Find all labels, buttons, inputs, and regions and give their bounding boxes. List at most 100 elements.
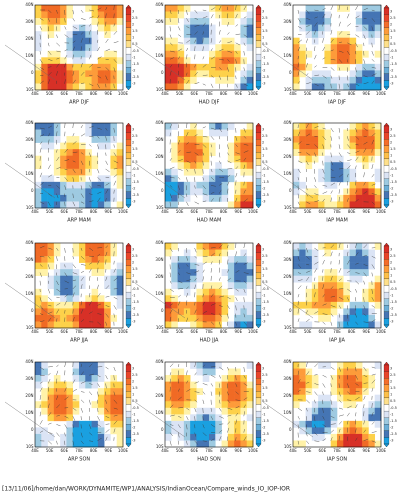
- field-cell: [246, 256, 254, 263]
- colorbar-cap: [125, 361, 132, 366]
- field-cell: [305, 295, 313, 303]
- colorbar-label: -1: [262, 293, 266, 297]
- field-cell: [165, 44, 172, 52]
- field-cell: [177, 194, 185, 202]
- field-cell: [337, 194, 344, 202]
- field-cell: [91, 76, 99, 84]
- field-cell: [53, 129, 61, 137]
- field-cell: [60, 63, 67, 71]
- field-cell: [202, 440, 210, 448]
- colorbar-swatch: [255, 437, 262, 445]
- field-cell: [305, 50, 313, 58]
- colorbar-label: -0.5: [390, 49, 397, 53]
- wind-arrow: [113, 297, 118, 300]
- field-cell: [362, 427, 369, 435]
- field-cell: [97, 362, 105, 369]
- wind-arrow: [210, 293, 214, 298]
- colorbar-label: 0.5: [390, 42, 396, 46]
- field-cell: [209, 24, 216, 32]
- colorbar-swatch: [255, 384, 262, 392]
- field-cell: [355, 375, 363, 382]
- field-cell: [85, 181, 92, 189]
- colorbar-swatch: [255, 311, 262, 319]
- field-cell: [246, 394, 254, 402]
- field-cell: [116, 155, 124, 163]
- wind-arrow: [371, 379, 376, 384]
- lon-label: 80E: [90, 209, 98, 214]
- field-cell: [343, 262, 350, 270]
- wind-arrow: [105, 67, 110, 71]
- wind-arrow: [355, 190, 358, 194]
- colorbar-label: -0.5: [262, 167, 269, 171]
- field-cell: [343, 162, 350, 170]
- field-cell: [299, 301, 306, 309]
- wind-arrow: [178, 308, 180, 314]
- field-cell: [305, 142, 313, 150]
- field-cell: [110, 401, 118, 409]
- colorbar-swatch: [125, 125, 132, 133]
- field-cell: [362, 249, 369, 257]
- wind-arrow: [355, 136, 360, 140]
- wind-arrow: [306, 62, 308, 68]
- field-cell: [79, 181, 86, 189]
- field-cell: [202, 420, 210, 428]
- field-cell: [349, 440, 357, 448]
- field-cell: [190, 123, 197, 130]
- colorbar-swatch: [125, 311, 132, 319]
- field-cell: [110, 168, 118, 176]
- field-cell: [97, 314, 105, 322]
- lon-label: 60E: [61, 91, 69, 96]
- field-cell: [293, 243, 300, 250]
- wind-arrow: [347, 412, 350, 417]
- field-cell: [196, 301, 204, 309]
- wind-arrow: [178, 388, 180, 392]
- wind-arrow: [330, 83, 332, 89]
- lat-label: 10S: [26, 325, 34, 330]
- wind-arrow: [202, 424, 205, 429]
- colorbar-label: 1: [262, 393, 264, 397]
- field-cell: [110, 162, 118, 170]
- field-cell: [324, 401, 332, 409]
- field-cell: [110, 388, 118, 395]
- field-cell: [215, 76, 222, 84]
- wind-arrow: [194, 64, 196, 68]
- wind-arrow: [113, 152, 117, 157]
- field-cell: [196, 129, 204, 137]
- field-cell: [196, 63, 204, 71]
- field-cell: [116, 401, 124, 409]
- wind-arrow: [314, 424, 317, 429]
- field-cell: [177, 83, 185, 91]
- field-cell: [343, 368, 350, 376]
- colorbar-swatch: [125, 265, 132, 273]
- field-cell: [53, 275, 61, 283]
- field-cell: [362, 288, 369, 296]
- colorbar-swatch: [383, 165, 390, 173]
- field-cell: [72, 440, 80, 448]
- field-cell: [60, 433, 67, 441]
- field-cell: [171, 175, 178, 183]
- field-cell: [330, 155, 338, 163]
- field-cell: [362, 201, 369, 209]
- wind-arrow: [243, 429, 245, 433]
- wind-arrow: [80, 71, 85, 76]
- field-cell: [337, 381, 344, 389]
- colorbar-label: -2: [262, 307, 266, 311]
- colorbar-label: -2: [262, 426, 266, 430]
- field-cell: [190, 70, 197, 78]
- field-cell: [293, 440, 300, 448]
- field-cell: [305, 407, 313, 415]
- field-cell: [215, 301, 222, 309]
- wind-arrow: [97, 46, 100, 52]
- field-cell: [311, 5, 319, 12]
- colorbar-label: 0.5: [132, 42, 138, 46]
- field-cell: [349, 136, 357, 143]
- lon-label: 50E: [304, 91, 312, 96]
- field-cell: [183, 407, 191, 415]
- wind-arrow: [202, 373, 208, 376]
- wind-arrow: [80, 308, 84, 314]
- field-cell: [355, 433, 363, 441]
- field-cell: [221, 181, 229, 189]
- field-cell: [215, 420, 222, 428]
- field-cell: [227, 123, 235, 130]
- field-cell: [177, 433, 185, 441]
